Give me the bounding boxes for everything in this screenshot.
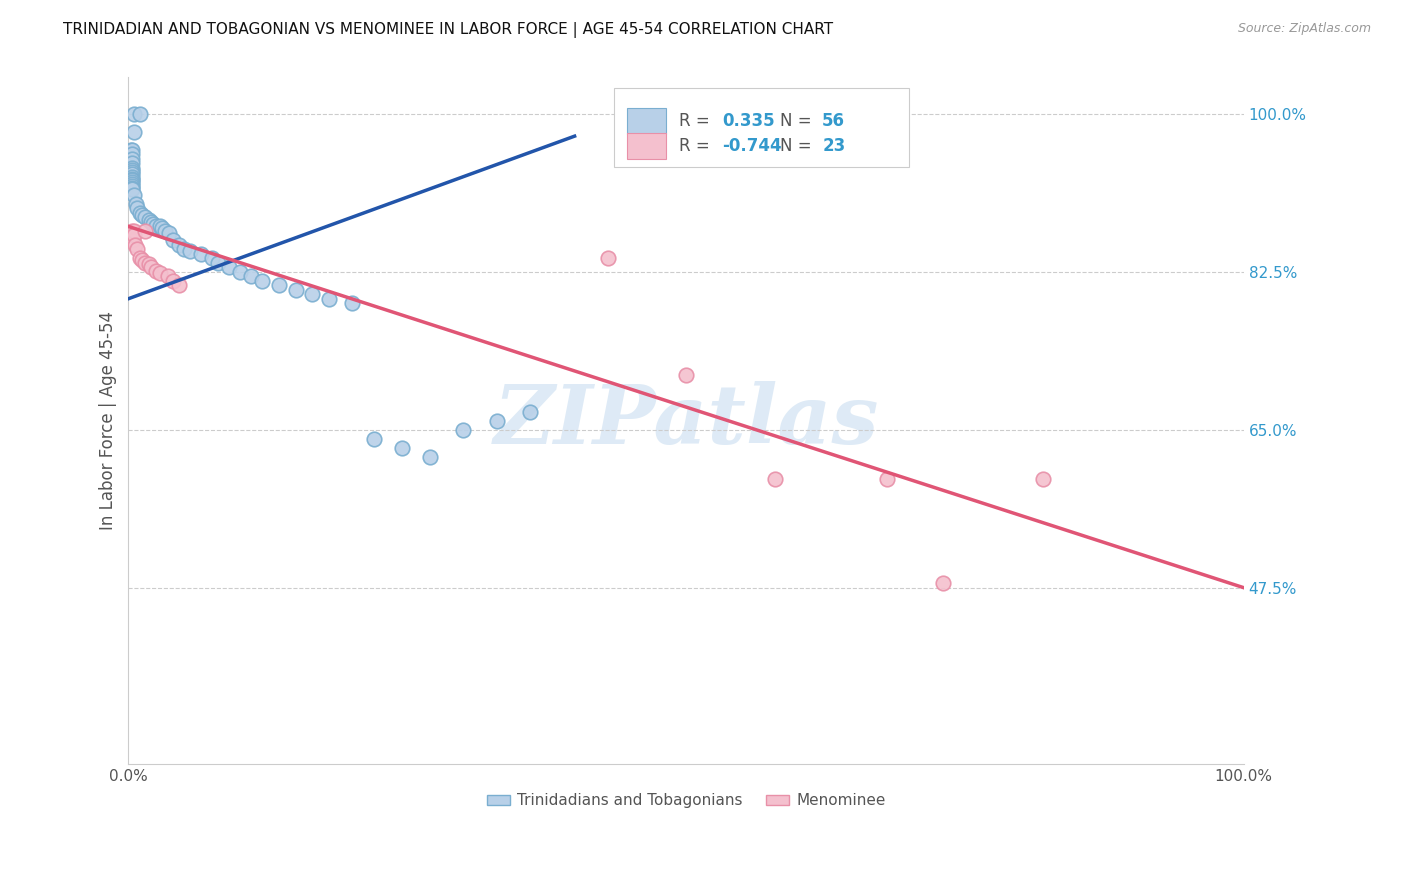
Point (121, 169, 143, 184)
Text: 56: 56 (823, 112, 845, 129)
Point (128, 106, 150, 120)
Point (155, 224, 177, 238)
Point (121, 182, 143, 196)
Point (675, 368, 697, 383)
Point (451, 423, 474, 437)
Point (218, 260, 240, 274)
Point (121, 152, 143, 166)
Point (363, 432, 385, 446)
FancyBboxPatch shape (613, 87, 910, 167)
Text: TRINIDADIAN AND TOBAGONIAN VS MENOMINEE IN LABOR FORCE | AGE 45-54 CORRELATION C: TRINIDADIAN AND TOBAGONIAN VS MENOMINEE … (63, 22, 834, 38)
Point (142, 217, 165, 231)
Point (596, 251, 619, 265)
Point (139, 260, 162, 274)
Point (201, 251, 224, 265)
Point (120, 143, 142, 157)
Point (284, 283, 307, 297)
Text: -0.744: -0.744 (721, 137, 782, 155)
Point (149, 266, 172, 280)
Point (931, 576, 953, 591)
Point (121, 167, 143, 181)
Point (127, 202, 149, 216)
Point (122, 228, 145, 243)
Point (124, 237, 146, 252)
Point (125, 197, 148, 211)
Point (252, 274, 274, 288)
Point (138, 257, 160, 271)
Point (121, 180, 143, 194)
Point (121, 224, 143, 238)
Point (121, 175, 143, 189)
FancyBboxPatch shape (627, 108, 666, 134)
Point (391, 441, 413, 455)
Point (167, 237, 190, 252)
Text: Source: ZipAtlas.com: Source: ZipAtlas.com (1237, 22, 1371, 36)
Point (134, 224, 156, 238)
Point (173, 242, 195, 256)
Point (179, 244, 201, 258)
Point (763, 472, 786, 486)
Point (122, 187, 145, 202)
Text: N =: N = (780, 112, 817, 129)
Point (340, 296, 363, 310)
Point (876, 472, 898, 486)
Point (167, 278, 190, 293)
Point (145, 219, 167, 233)
Point (121, 162, 143, 177)
Point (485, 414, 508, 428)
Point (229, 264, 252, 278)
Text: N =: N = (780, 137, 817, 155)
Point (121, 143, 143, 157)
Text: R =: R = (679, 112, 716, 129)
Point (122, 224, 145, 238)
Point (519, 404, 541, 418)
Point (134, 255, 156, 269)
Point (134, 211, 156, 225)
Point (157, 226, 180, 240)
Point (240, 269, 263, 284)
Point (121, 177, 143, 191)
Point (207, 255, 229, 269)
Y-axis label: In Labor Force | Age 45-54: In Labor Force | Age 45-54 (100, 311, 117, 530)
Point (121, 156, 143, 170)
Point (156, 269, 179, 284)
Text: 0.335: 0.335 (721, 112, 775, 129)
Point (139, 215, 162, 229)
Point (122, 106, 145, 120)
Point (301, 287, 323, 301)
Point (318, 292, 340, 306)
Point (121, 165, 143, 179)
Point (419, 450, 441, 464)
Point (150, 221, 173, 235)
Text: R =: R = (679, 137, 716, 155)
Point (162, 233, 184, 247)
Text: 23: 23 (823, 137, 845, 155)
Point (1032, 472, 1054, 486)
Point (162, 274, 184, 288)
Point (121, 178, 143, 193)
Point (121, 147, 143, 161)
Point (121, 171, 143, 186)
Point (149, 219, 172, 234)
Point (131, 208, 153, 222)
Point (190, 246, 212, 260)
Point (122, 233, 145, 247)
Legend: Trinidadians and Tobagonians, Menominee: Trinidadians and Tobagonians, Menominee (481, 788, 891, 814)
Point (128, 206, 150, 220)
Point (121, 173, 143, 187)
Point (267, 278, 290, 293)
Point (122, 125, 145, 139)
FancyBboxPatch shape (627, 133, 666, 159)
Point (127, 242, 149, 256)
Point (121, 161, 143, 175)
Point (138, 213, 160, 227)
Text: ZIPatlas: ZIPatlas (494, 381, 879, 460)
Point (128, 251, 150, 265)
Point (145, 263, 167, 277)
Point (131, 252, 153, 267)
